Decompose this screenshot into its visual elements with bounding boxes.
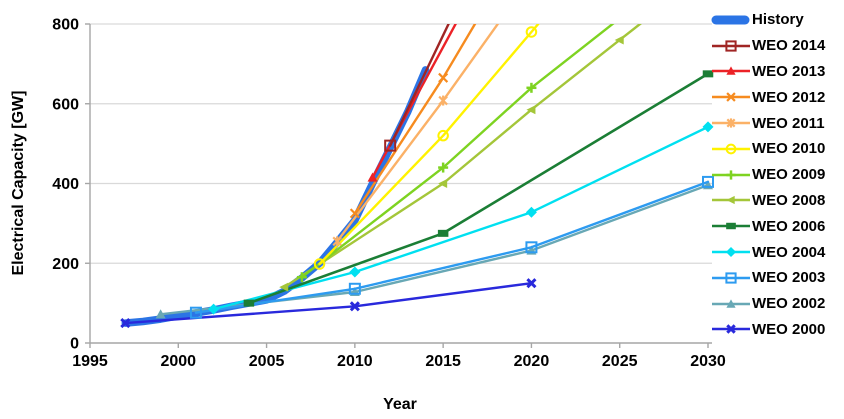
legend-label-weo-2013: WEO 2013 — [752, 62, 826, 80]
legend-label-weo-2002: WEO 2002 — [752, 295, 826, 313]
legend-label-weo-2011: WEO 2011 — [752, 114, 825, 132]
y-tick-label: 0 — [70, 336, 79, 353]
series-markers-weo-2011 — [332, 95, 448, 247]
legend-swatch-weo-2006 — [712, 223, 750, 230]
x-tick-label: 2015 — [425, 353, 461, 370]
legend-swatch-weo-2014 — [712, 40, 750, 52]
series-weo-2014 — [384, 24, 450, 152]
series-weo-2009 — [296, 24, 615, 283]
legend-swatch-weo-2008 — [712, 196, 750, 205]
gridlines — [90, 23, 712, 264]
legend-swatch-weo-2009 — [712, 170, 750, 180]
legend-item-history: History — [711, 7, 844, 33]
legend: History WEO 2014 WEO 2013 WEO 2012 WEO 2011 W… — [711, 7, 844, 342]
y-tick-label: 600 — [52, 96, 79, 113]
legend-item-weo-2013: WEO 2013 — [711, 59, 844, 85]
legend-swatch-weo-2013 — [712, 66, 750, 76]
series-markers-weo-2004 — [208, 121, 714, 315]
series-weo-2002 — [155, 180, 713, 319]
legend-label-weo-2010: WEO 2010 — [752, 140, 826, 158]
y-tick-label: 400 — [52, 176, 79, 193]
x-tick-label: 2000 — [160, 353, 196, 370]
legend-item-weo-2000: WEO 2000 — [711, 317, 844, 343]
legend-swatch-weo-2000 — [712, 324, 750, 335]
series-markers-weo-2012 — [349, 72, 449, 219]
x-tick-label: 2005 — [249, 353, 285, 370]
series-line-weo-2011 — [336, 24, 500, 243]
series-line-weo-2010 — [318, 24, 540, 266]
series-line-history — [121, 66, 430, 327]
legend-item-weo-2012: WEO 2012 — [711, 84, 844, 110]
series-markers-weo-2000 — [120, 278, 537, 329]
legend-item-weo-2009: WEO 2009 — [711, 162, 844, 188]
x-tick-label: 2020 — [514, 353, 550, 370]
legend-label-weo-2000: WEO 2000 — [752, 320, 826, 338]
legend-swatch-weo-2010 — [712, 143, 750, 155]
legend-item-weo-2010: WEO 2010 — [711, 136, 844, 162]
series-weo-2000 — [120, 278, 537, 329]
legend-swatch-weo-2012 — [712, 92, 750, 102]
x-axis-title: Year — [383, 396, 417, 413]
x-tick-label: 1995 — [72, 353, 108, 370]
series-markers-weo-2009 — [296, 82, 537, 283]
legend-swatch-weo-2003 — [712, 272, 750, 284]
x-tick-label: 2030 — [690, 353, 726, 370]
series-markers-weo-2013 — [367, 172, 378, 182]
x-tick-label: 2025 — [602, 353, 638, 370]
legend-item-weo-2008: WEO 2008 — [711, 188, 844, 214]
y-tick-label: 200 — [52, 256, 79, 273]
series-markers-weo-2006 — [243, 70, 714, 307]
legend-item-weo-2011: WEO 2011 — [711, 110, 844, 136]
y-axis-title: Electrical Capacity [GW] — [10, 90, 27, 276]
series-weo-2006 — [243, 70, 714, 307]
legend-swatch-weo-2011 — [712, 118, 750, 128]
series-markers-weo-2010 — [313, 26, 538, 270]
series-weo-2011 — [332, 24, 500, 247]
series-line-weo-2014 — [389, 24, 450, 147]
legend-swatch-weo-2004 — [712, 247, 750, 258]
tick-labels: 0 200 400 600 800 1995 2000 2005 2010 2015 2020 202… — [52, 17, 726, 371]
series-line-weo-2003 — [194, 180, 710, 314]
series-markers-weo-2003 — [189, 175, 714, 319]
legend-item-weo-2002: WEO 2002 — [711, 291, 844, 317]
series-markers-weo-2008 — [279, 35, 624, 292]
series-markers-weo-2002 — [155, 180, 713, 319]
series-line-weo-2009 — [300, 24, 615, 279]
series-weo-2003 — [189, 175, 714, 319]
legend-swatch-weo-2002 — [712, 299, 750, 308]
legend-label-weo-2009: WEO 2009 — [752, 166, 826, 184]
legend-label-history: History — [752, 11, 804, 29]
legend-label-weo-2006: WEO 2006 — [752, 217, 826, 235]
legend-label-weo-2008: WEO 2008 — [752, 191, 826, 209]
legend-label-weo-2004: WEO 2004 — [752, 243, 826, 261]
legend-item-weo-2014: WEO 2014 — [711, 33, 844, 59]
y-tick-label: 800 — [52, 17, 79, 34]
series-weo-2010 — [313, 24, 540, 270]
legend-label-weo-2014: WEO 2014 — [752, 37, 826, 55]
legend-item-weo-2006: WEO 2006 — [711, 213, 844, 239]
series-weo-2008 — [279, 24, 643, 292]
series-weo-2012 — [349, 24, 477, 219]
legend-label-weo-2003: WEO 2003 — [752, 269, 826, 287]
series-line-weo-2004 — [212, 125, 710, 311]
series-history — [121, 66, 430, 327]
axes — [85, 23, 712, 348]
legend-item-weo-2003: WEO 2003 — [711, 265, 844, 291]
plot-area — [120, 24, 714, 329]
x-tick-label: 2010 — [337, 353, 373, 370]
series-markers-weo-2014 — [384, 139, 397, 152]
series-line-weo-2008 — [283, 24, 643, 289]
legend-item-weo-2004: WEO 2004 — [711, 239, 844, 265]
legend-label-weo-2012: WEO 2012 — [752, 88, 826, 106]
legend-swatch-history — [711, 15, 750, 25]
